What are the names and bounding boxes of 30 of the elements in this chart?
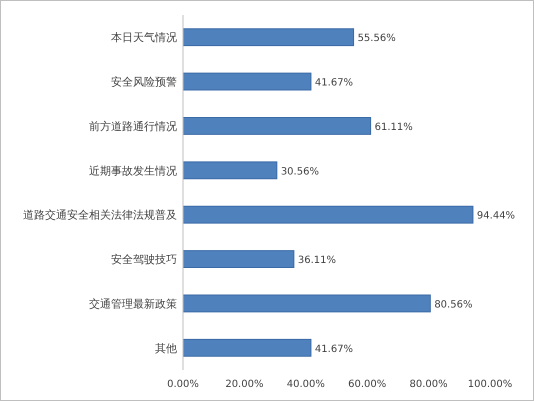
x-tick-label: 40.00%: [286, 379, 325, 390]
bar: [182, 117, 372, 135]
y-tick-label: 道路交通安全相关法律法规普及: [23, 208, 177, 222]
y-tick-label: 安全驾驶技巧: [111, 253, 177, 266]
y-tick-label: 本日天气情况: [111, 31, 177, 44]
data-label: 80.56%: [434, 299, 472, 310]
y-tick-label: 安全风险预警: [111, 76, 177, 89]
x-tick-label: 80.00%: [410, 379, 448, 390]
x-tick-label: 0.00%: [167, 379, 199, 390]
bar: [182, 294, 431, 312]
x-tick-label: 60.00%: [348, 379, 386, 390]
data-label: 41.67%: [314, 344, 354, 355]
bar: [182, 161, 278, 180]
data-label: 94.44%: [476, 210, 516, 222]
x-tick-label: 20.00%: [225, 379, 264, 390]
bar: [182, 206, 474, 224]
bar: [182, 72, 312, 90]
y-tick-label: 交通管理最新政策: [89, 297, 177, 310]
bar: [182, 250, 294, 268]
data-label: 55.56%: [358, 33, 396, 44]
x-tick-label: 100.00%: [468, 379, 512, 390]
y-tick-label: 近期事故发生情况: [89, 164, 177, 178]
bar: [182, 28, 354, 46]
data-label: 30.56%: [280, 166, 319, 178]
bar: [182, 338, 312, 357]
data-label: 36.11%: [298, 255, 336, 266]
data-label: 61.11%: [374, 122, 413, 133]
y-tick-label: 其他: [155, 342, 177, 355]
y-tick-label: 前方道路通行情况: [89, 120, 177, 133]
data-label: 41.67%: [314, 78, 354, 89]
